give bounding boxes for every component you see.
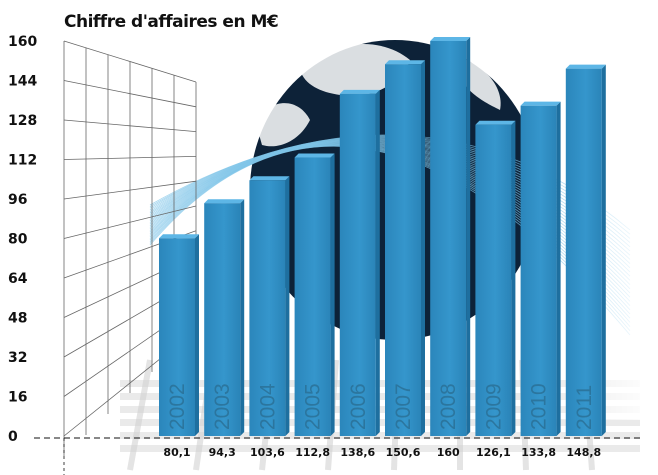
y-tick-label: 144 (8, 74, 37, 90)
bar-top (159, 234, 199, 239)
bar-front (339, 93, 376, 437)
bar-year-label: 2008 (437, 383, 460, 430)
globe-land (255, 103, 310, 147)
bar-year-label: 2007 (392, 383, 415, 430)
bar-value-label: 138,6 (340, 446, 375, 459)
y-tick-label: 112 (8, 153, 37, 169)
floor-grid-line (127, 359, 153, 471)
chart-title: Chiffre d'affaires en M€ (64, 12, 278, 32)
bars-group: 2002 80,1 2003 94,3 2004 103,6 2005 112,8 2006 13… (159, 37, 606, 459)
bar-front (204, 203, 241, 436)
floor-strip (120, 432, 640, 439)
bar-top (204, 199, 245, 204)
bar-front (294, 157, 331, 436)
globe-land (300, 43, 410, 97)
bar-front (520, 105, 557, 437)
bar-2005: 2005 112,8 (294, 153, 335, 459)
bar-value-label: 112,8 (295, 446, 330, 459)
bar-2009: 2009 126,1 (475, 120, 516, 459)
bar-year-label: 2011 (573, 385, 596, 430)
bar-2008: 2008 160 (430, 37, 471, 459)
y-tick-label: 64 (8, 271, 28, 287)
bar-top (249, 176, 290, 181)
floor-strip (120, 380, 640, 387)
bar-top (565, 64, 606, 69)
bar-side (556, 101, 561, 437)
bar-value-label: 126,1 (476, 446, 511, 459)
y-tick-label: 80 (8, 232, 28, 248)
y-tick-label: 16 (8, 390, 27, 406)
bar-top (339, 89, 380, 94)
bar-value-label: 148,8 (566, 446, 601, 459)
bar-2002: 2002 80,1 (159, 234, 199, 459)
bar-value-label: 160 (437, 446, 460, 459)
bar-top (294, 153, 335, 158)
bar-2006: 2006 138,6 (339, 89, 380, 459)
bar-front (475, 124, 512, 437)
bar-value-label: 133,8 (521, 446, 556, 459)
bar-side (240, 199, 245, 436)
floor-strip (120, 419, 640, 426)
bar-side (466, 37, 471, 436)
bar-year-label: 2006 (347, 383, 370, 430)
floor-strip (120, 445, 640, 452)
bar-2007: 2007 150,6 (385, 60, 425, 459)
bar-year-label: 2005 (302, 383, 325, 430)
bar-front (159, 238, 195, 436)
y-tick-label: 48 (8, 311, 27, 327)
y-tick-label: 0 (8, 429, 18, 445)
bar-front (249, 180, 286, 436)
bar-value-label: 80,1 (163, 446, 190, 459)
bar-value-label: 94,3 (209, 446, 236, 459)
bar-side (421, 60, 425, 437)
bar-top (520, 101, 561, 106)
bar-top (430, 37, 471, 41)
bar-front (565, 68, 602, 437)
bar-value-label: 103,6 (250, 446, 285, 459)
bar-year-label: 2003 (211, 383, 234, 430)
bar-2011: 2011 148,8 (565, 64, 606, 459)
floor-strip (120, 393, 640, 400)
bar-side (285, 176, 290, 437)
bar-year-label: 2004 (256, 383, 279, 430)
y-axis: 0 16 32 48 64 80 96 112 128 144 160 (8, 34, 37, 445)
bar-side (330, 153, 335, 436)
y-tick-label: 96 (8, 192, 27, 208)
bar-side (375, 89, 380, 437)
bar-2010: 2010 133,8 (520, 101, 561, 459)
bar-side (511, 120, 516, 437)
bar-side (195, 234, 199, 436)
bar-year-label: 2010 (528, 383, 551, 430)
bar-top (475, 120, 516, 125)
bar-side (601, 64, 606, 437)
bar-front (385, 64, 421, 437)
y-tick-label: 160 (8, 34, 37, 50)
y-tick-label: 128 (8, 113, 37, 129)
bar-2003: 2003 94,3 (204, 199, 245, 459)
y-tick-label: 32 (8, 350, 27, 366)
bar-value-label: 150,6 (386, 446, 421, 459)
floor-strip (120, 406, 640, 413)
bar-2004: 2004 103,6 (249, 176, 290, 459)
bar-front (430, 41, 467, 436)
bar-top (385, 60, 425, 65)
bar-year-label: 2002 (166, 383, 189, 430)
bar-year-label: 2009 (482, 383, 505, 430)
